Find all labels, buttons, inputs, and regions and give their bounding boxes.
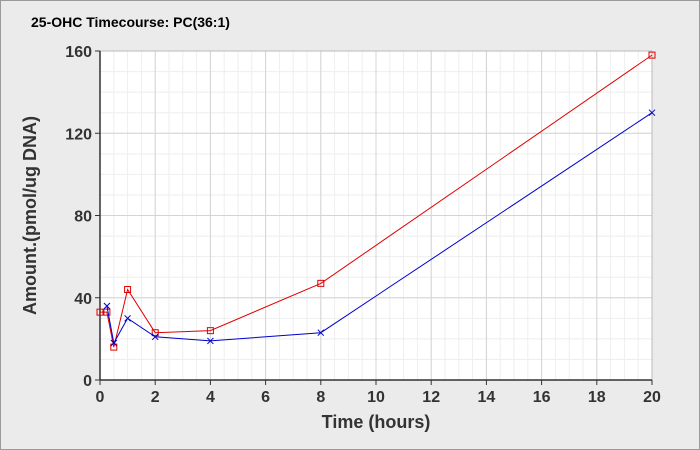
- y-tick-labels: 0 40 80 120 160: [65, 44, 92, 390]
- y-tick-label: 0: [83, 373, 92, 390]
- data-point: [124, 286, 132, 294]
- data-point: [110, 339, 118, 347]
- data-point: [317, 279, 325, 287]
- data-point: [103, 302, 111, 310]
- x-tick-label: 18: [588, 389, 606, 406]
- x-tick-label: 6: [261, 389, 270, 406]
- x-tick-label: 0: [96, 389, 105, 406]
- x-tick-labels: 0 2 4 6 8 10 12 14 16 18 20: [96, 389, 661, 406]
- axes: [95, 50, 653, 385]
- x-tick-label: 12: [422, 389, 440, 406]
- data-point: [206, 327, 214, 335]
- x-tick-label: 20: [643, 389, 661, 406]
- data-point: [648, 109, 656, 117]
- x-tick-label: 10: [367, 389, 385, 406]
- x-axis-label: Time (hours): [322, 412, 431, 432]
- data-point: [124, 314, 131, 322]
- data-point: [317, 329, 325, 337]
- series-2: [103, 109, 656, 347]
- x-tick-label: 16: [533, 389, 551, 406]
- y-tick-label: 120: [65, 126, 92, 143]
- x-tick-label: 8: [316, 389, 325, 406]
- series-line: [100, 54, 653, 348]
- x-tick-label: 2: [151, 389, 160, 406]
- series-1: [96, 51, 656, 351]
- data-point: [96, 308, 104, 316]
- y-axis-label: Amount.(pmol/ug DNA): [20, 116, 40, 315]
- x-tick-label: 4: [206, 389, 215, 406]
- data-point: [207, 337, 214, 345]
- x-tick-label: 14: [478, 389, 496, 406]
- data-point: [110, 343, 118, 351]
- data-point: [151, 333, 159, 341]
- y-tick-label: 160: [65, 44, 92, 61]
- data-point: [648, 51, 656, 59]
- y-tick-label: 80: [74, 209, 92, 226]
- data-point: [103, 308, 111, 316]
- series-layer: [96, 51, 656, 351]
- data-point: [151, 329, 159, 337]
- y-tick-label: 40: [74, 291, 92, 308]
- chart-title: 25-OHC Timecourse: PC(36:1): [31, 14, 230, 30]
